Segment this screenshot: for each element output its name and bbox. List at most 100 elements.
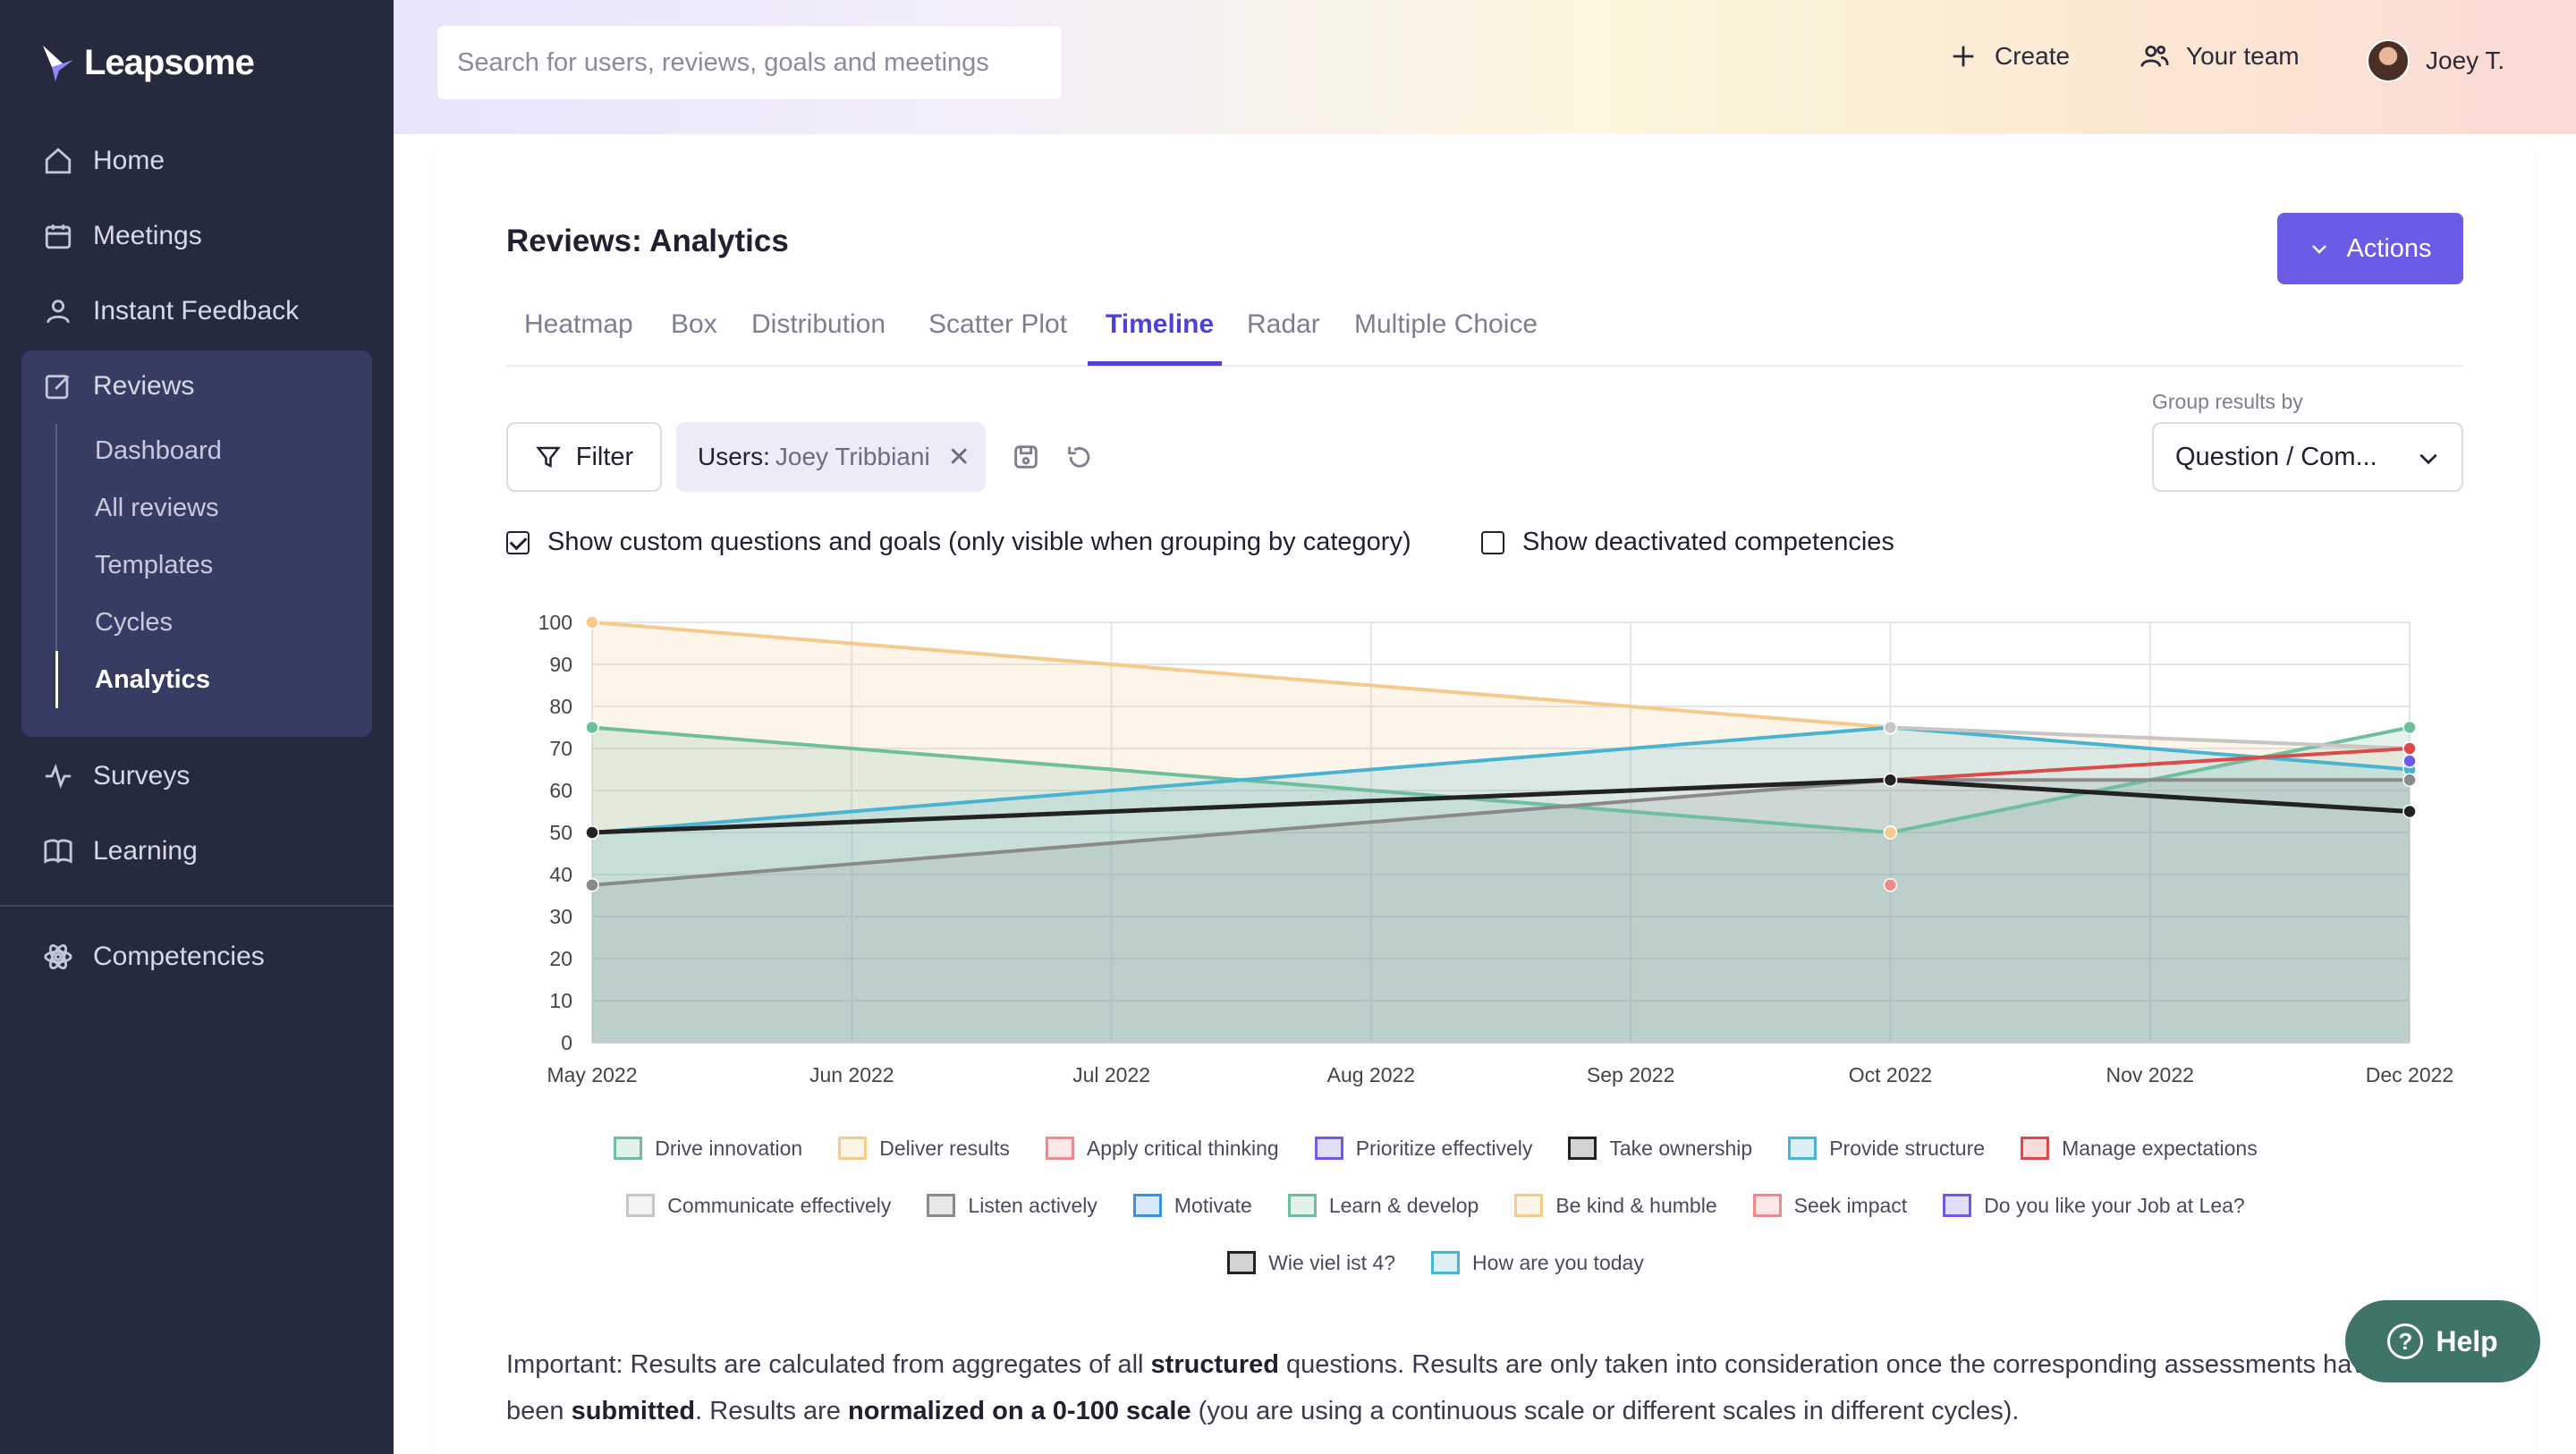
sidebar-item-label: Surveys bbox=[93, 761, 191, 790]
legend-item[interactable]: Be kind & humble bbox=[1514, 1193, 1717, 1218]
x-tick-label: Aug 2022 bbox=[1327, 1063, 1415, 1086]
deactivated-competencies-checkbox[interactable]: Show deactivated competencies bbox=[1481, 528, 1894, 557]
create-button[interactable]: Create bbox=[1948, 41, 2070, 72]
legend-item[interactable]: Learn & develop bbox=[1287, 1194, 1479, 1218]
legend-label: Manage expectations bbox=[2062, 1136, 2258, 1160]
your-team-button[interactable]: Your team bbox=[2140, 41, 2300, 72]
user-menu[interactable]: Joey T. bbox=[2367, 39, 2504, 82]
data-point bbox=[2402, 804, 2417, 819]
user-filter-chip[interactable]: Users: Joey Tribbiani ✕ bbox=[676, 422, 986, 492]
sidebar-item-reviews[interactable]: Reviews bbox=[21, 354, 372, 418]
legend-item[interactable]: Deliver results bbox=[838, 1137, 1010, 1161]
legend-swatch bbox=[1514, 1194, 1544, 1217]
funnel-icon bbox=[535, 446, 561, 469]
legend-label: Drive innovation bbox=[655, 1136, 803, 1160]
subnav-active-indicator bbox=[55, 651, 58, 708]
legend-item[interactable]: Motivate bbox=[1132, 1194, 1252, 1218]
tab-multiple-choice[interactable]: Multiple Choice bbox=[1354, 309, 1538, 339]
tab-radar[interactable]: Radar bbox=[1247, 309, 1320, 339]
sidebar-item-surveys[interactable]: Surveys bbox=[21, 744, 372, 808]
data-point bbox=[1883, 825, 1898, 840]
legend-label: Apply critical thinking bbox=[1086, 1136, 1279, 1160]
reset-icon[interactable] bbox=[1064, 442, 1095, 472]
data-point bbox=[2402, 754, 2417, 768]
y-tick-label: 10 bbox=[549, 989, 572, 1012]
subnav-templates[interactable]: Templates bbox=[95, 551, 214, 579]
tab-distribution[interactable]: Distribution bbox=[751, 309, 886, 339]
save-icon[interactable] bbox=[1011, 442, 1041, 472]
filter-label: Filter bbox=[575, 442, 634, 471]
legend-item[interactable]: Provide structure bbox=[1788, 1137, 1985, 1161]
legend-item[interactable]: Drive innovation bbox=[614, 1137, 802, 1161]
checkbox-unchecked[interactable] bbox=[1481, 530, 1504, 554]
subnav-dashboard[interactable]: Dashboard bbox=[95, 436, 222, 465]
legend-swatch bbox=[927, 1194, 956, 1217]
legend-swatch bbox=[2021, 1137, 2050, 1160]
y-tick-label: 50 bbox=[549, 821, 572, 844]
search-input[interactable]: Search for users, reviews, goals and mee… bbox=[436, 25, 1063, 100]
chip-label: Users: bbox=[698, 443, 770, 470]
chart-legend: Drive innovation Deliver results Apply cri… bbox=[572, 1120, 2299, 1291]
sidebar-item-instant-feedback[interactable]: Instant Feedback bbox=[21, 279, 372, 343]
sidebar-item-label: Competencies bbox=[93, 942, 265, 971]
sidebar-divider bbox=[0, 905, 394, 907]
data-point bbox=[585, 615, 599, 630]
legend-swatch bbox=[626, 1194, 656, 1217]
legend-item[interactable]: Manage expectations bbox=[2021, 1137, 2258, 1161]
legend-item[interactable]: Seek impact bbox=[1752, 1194, 1907, 1218]
brand-logo[interactable]: Leapsome bbox=[39, 43, 255, 83]
series-area bbox=[592, 727, 2410, 1043]
subnav-cycles[interactable]: Cycles bbox=[95, 608, 174, 637]
note-line-2: been submitted. Results are normalized o… bbox=[506, 1397, 2020, 1425]
legend-item[interactable]: Apply critical thinking bbox=[1045, 1136, 1279, 1161]
legend-item[interactable]: Wie viel ist 4? bbox=[1227, 1251, 1395, 1275]
x-tick-label: Sep 2022 bbox=[1587, 1063, 1674, 1086]
legend-item[interactable]: Communicate effectively bbox=[626, 1194, 891, 1218]
legend-item[interactable]: How are you today bbox=[1431, 1251, 1644, 1275]
help-button[interactable]: ? Help bbox=[2345, 1300, 2540, 1382]
tab-timeline[interactable]: Timeline bbox=[1106, 309, 1215, 339]
close-icon[interactable]: ✕ bbox=[947, 442, 970, 472]
tab-box[interactable]: Box bbox=[671, 309, 717, 339]
subnav-line bbox=[55, 424, 57, 708]
sidebar-item-label: Learning bbox=[93, 836, 198, 866]
tab-heatmap[interactable]: Heatmap bbox=[524, 309, 633, 339]
question-icon: ? bbox=[2387, 1323, 2424, 1359]
legend-swatch bbox=[838, 1137, 868, 1160]
sidebar-item-home[interactable]: Home bbox=[21, 129, 372, 193]
subnav-all-reviews[interactable]: All reviews bbox=[95, 494, 219, 522]
series-line bbox=[1890, 747, 2411, 782]
actions-button[interactable]: Actions bbox=[2277, 213, 2463, 284]
group-results-value: Question / Com... bbox=[2175, 442, 2377, 471]
custom-questions-checkbox[interactable]: Show custom questions and goals (only vi… bbox=[506, 528, 1411, 557]
chevron-down-icon bbox=[2312, 245, 2327, 254]
legend-label: Do you like your Job at Lea? bbox=[1984, 1193, 2245, 1217]
legend-item[interactable]: Do you like your Job at Lea? bbox=[1943, 1194, 2245, 1218]
group-results-label: Group results by bbox=[2152, 390, 2303, 413]
checkbox-label: Show deactivated competencies bbox=[1522, 528, 1894, 556]
sidebar-item-meetings[interactable]: Meetings bbox=[21, 204, 372, 268]
legend-item[interactable]: Prioritize effectively bbox=[1314, 1137, 1532, 1161]
x-tick-label: May 2022 bbox=[547, 1063, 637, 1086]
analytics-tabs bbox=[506, 304, 2463, 367]
series-area bbox=[592, 622, 2410, 1043]
x-tick-label: Jun 2022 bbox=[809, 1063, 894, 1086]
legend-label: Be kind & humble bbox=[1555, 1193, 1717, 1217]
y-tick-label: 20 bbox=[549, 947, 572, 970]
filter-button[interactable]: Filter bbox=[506, 422, 662, 492]
checkbox-checked[interactable] bbox=[506, 530, 530, 554]
sidebar-item-competencies[interactable]: Competencies bbox=[21, 925, 372, 989]
page-title: Reviews: Analytics bbox=[506, 224, 789, 258]
sidebar-item-label: Meetings bbox=[93, 221, 202, 250]
legend-item[interactable]: Take ownership bbox=[1568, 1137, 1752, 1161]
legend-swatch bbox=[1568, 1137, 1597, 1160]
brand-name: Leapsome bbox=[84, 43, 255, 82]
sidebar-item-learning[interactable]: Learning bbox=[21, 819, 372, 883]
subnav-analytics[interactable]: Analytics bbox=[95, 665, 210, 694]
group-results-select[interactable]: Question / Com... bbox=[2152, 422, 2463, 492]
tab-scatter-plot[interactable]: Scatter Plot bbox=[928, 309, 1068, 339]
legend-label: Deliver results bbox=[879, 1136, 1010, 1160]
legend-item[interactable]: Listen actively bbox=[927, 1194, 1097, 1218]
legend-swatch bbox=[614, 1137, 643, 1160]
your-team-label: Your team bbox=[2186, 42, 2300, 70]
